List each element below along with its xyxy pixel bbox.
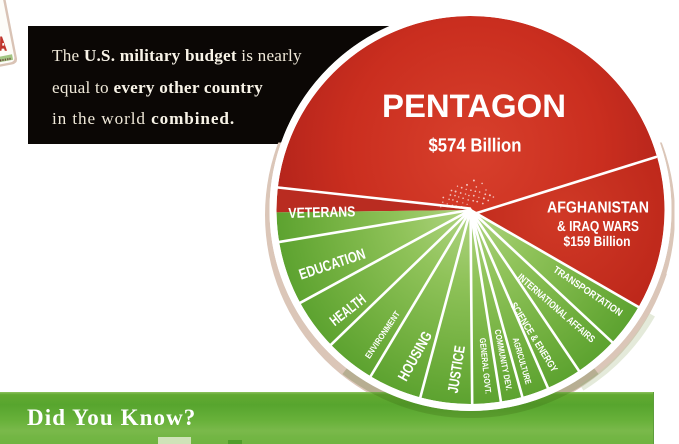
svg-text:& IRAQ WARS: & IRAQ WARS (557, 219, 639, 235)
svg-text:AFGHANISTAN: AFGHANISTAN (547, 200, 649, 217)
svg-text:$159 Billion: $159 Billion (564, 233, 631, 249)
svg-text:VETERANS: VETERANS (288, 204, 356, 222)
svg-text:PENTAGON: PENTAGON (382, 88, 566, 124)
svg-text:$574 Billion: $574 Billion (429, 136, 522, 157)
